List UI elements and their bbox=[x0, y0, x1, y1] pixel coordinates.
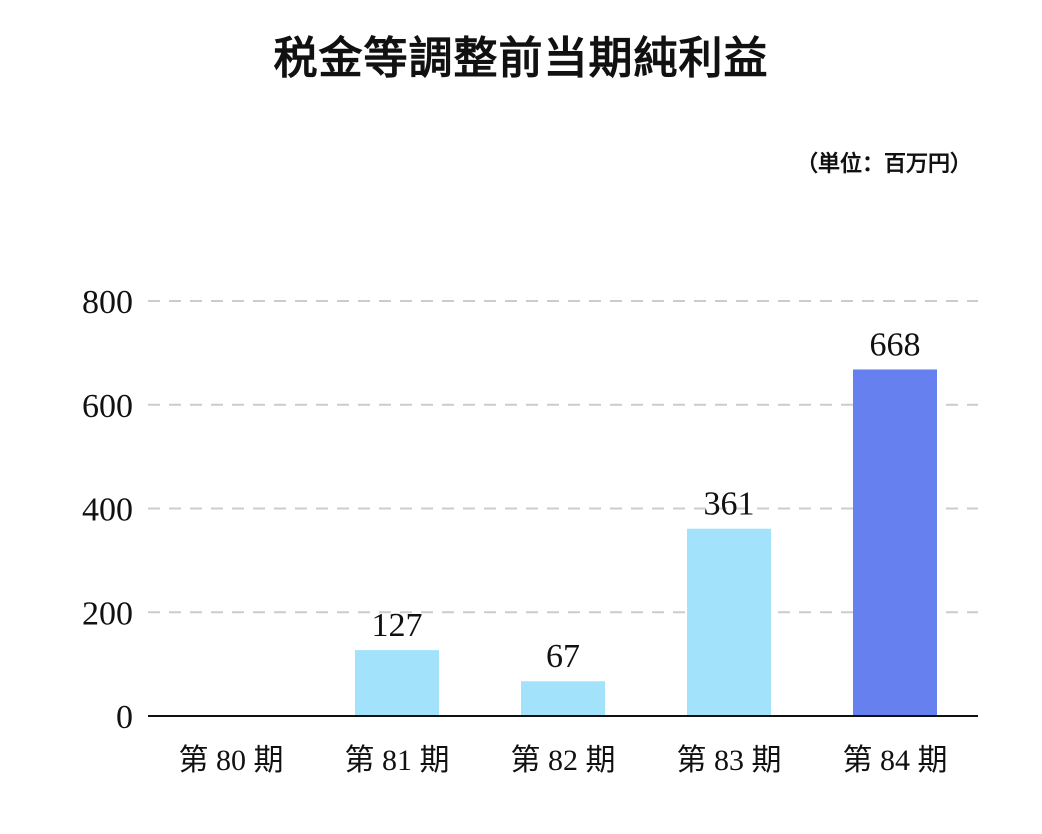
bar bbox=[355, 650, 439, 716]
bar-value-label: 361 bbox=[704, 486, 755, 523]
bar bbox=[687, 528, 771, 716]
bar bbox=[853, 369, 937, 716]
chart-title: 税金等調整前当期純利益 bbox=[273, 33, 769, 84]
x-category-label: 第 80 期 bbox=[179, 744, 284, 777]
x-category-label: 第 84 期 bbox=[843, 744, 948, 777]
x-category-label: 第 81 期 bbox=[345, 744, 450, 777]
unit-label: （単位：百万円） bbox=[795, 151, 972, 177]
y-tick-label: 600 bbox=[82, 388, 133, 425]
bar bbox=[521, 681, 605, 716]
y-tick-label: 400 bbox=[82, 492, 133, 529]
y-tick-label: 200 bbox=[82, 595, 133, 632]
x-category-label: 第 82 期 bbox=[511, 744, 616, 777]
x-category-label: 第 83 期 bbox=[677, 744, 782, 777]
y-tick-label: 0 bbox=[116, 699, 133, 736]
bar-value-label: 67 bbox=[546, 638, 580, 675]
bar-value-label: 668 bbox=[870, 326, 921, 363]
bar-value-label: 127 bbox=[372, 607, 423, 644]
y-tick-label: 800 bbox=[82, 284, 133, 321]
